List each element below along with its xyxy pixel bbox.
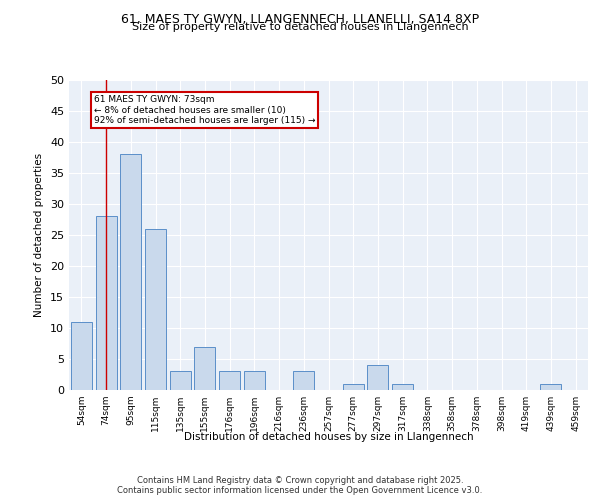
Bar — [120, 154, 141, 390]
Bar — [392, 384, 413, 390]
Text: Distribution of detached houses by size in Llangennech: Distribution of detached houses by size … — [184, 432, 473, 442]
Bar — [219, 372, 240, 390]
Bar — [367, 365, 388, 390]
Bar — [293, 372, 314, 390]
Bar — [95, 216, 116, 390]
Bar — [145, 229, 166, 390]
Text: Size of property relative to detached houses in Llangennech: Size of property relative to detached ho… — [131, 22, 469, 32]
Bar — [194, 346, 215, 390]
Bar — [71, 322, 92, 390]
Text: Contains HM Land Registry data © Crown copyright and database right 2025.
Contai: Contains HM Land Registry data © Crown c… — [118, 476, 482, 495]
Bar — [343, 384, 364, 390]
Bar — [541, 384, 562, 390]
Bar — [170, 372, 191, 390]
Y-axis label: Number of detached properties: Number of detached properties — [34, 153, 44, 317]
Text: 61 MAES TY GWYN: 73sqm
← 8% of detached houses are smaller (10)
92% of semi-deta: 61 MAES TY GWYN: 73sqm ← 8% of detached … — [94, 96, 315, 126]
Text: 61, MAES TY GWYN, LLANGENNECH, LLANELLI, SA14 8XP: 61, MAES TY GWYN, LLANGENNECH, LLANELLI,… — [121, 12, 479, 26]
Bar — [244, 372, 265, 390]
